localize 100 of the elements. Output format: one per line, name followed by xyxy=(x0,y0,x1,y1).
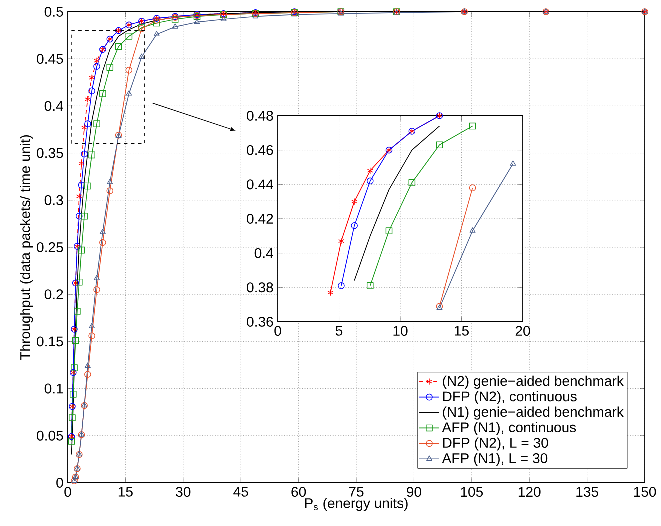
point xyxy=(84,182,92,190)
x-tick-label: 120 xyxy=(518,487,541,498)
x-tick-label: 75 xyxy=(349,487,364,497)
point xyxy=(94,275,100,280)
point xyxy=(126,33,133,40)
point xyxy=(84,362,91,368)
x-tick-label: 0 xyxy=(64,487,72,498)
y-tick-label: 0.25 xyxy=(37,242,64,252)
point xyxy=(89,74,96,82)
x-tick-label: 20 xyxy=(516,326,530,336)
x-tick-label: 60 xyxy=(292,487,306,498)
point xyxy=(367,168,374,174)
point xyxy=(100,90,106,98)
x-tick-label: 150 xyxy=(634,487,656,498)
point xyxy=(78,246,86,254)
point xyxy=(71,364,78,372)
y-axis-title: Throughput (data packets/ time unit) xyxy=(20,135,34,360)
point xyxy=(154,31,160,36)
point xyxy=(252,13,259,19)
point xyxy=(107,179,114,184)
point xyxy=(76,212,83,220)
point xyxy=(469,184,476,192)
y-tick-label: 0.38 xyxy=(247,282,274,293)
point xyxy=(338,282,345,290)
point xyxy=(194,18,200,24)
point xyxy=(115,43,122,50)
y-tick-label: 0.36 xyxy=(247,317,274,327)
line-series xyxy=(354,126,440,282)
point xyxy=(100,239,106,246)
x-tick-label: 135 xyxy=(576,487,598,498)
point xyxy=(84,120,92,128)
point xyxy=(81,212,88,220)
point xyxy=(470,228,476,233)
point xyxy=(70,391,77,398)
point xyxy=(94,58,100,64)
point xyxy=(338,238,344,245)
point xyxy=(72,337,80,344)
y-tick-label: 0.4 xyxy=(254,248,274,258)
y-tick-label: 0.3 xyxy=(44,195,64,206)
point xyxy=(126,90,132,96)
x-tick-label: 30 xyxy=(176,487,191,498)
point xyxy=(94,63,100,70)
y-tick-label: 0.44 xyxy=(247,180,274,190)
point xyxy=(126,66,133,74)
y-tick-label: 0 xyxy=(56,478,64,488)
legend-label: DFP (N2), continuous xyxy=(443,391,577,404)
y-tick-label: 0.15 xyxy=(37,336,64,347)
point xyxy=(366,282,374,290)
point xyxy=(106,188,114,194)
x-tick-label: 0 xyxy=(274,326,282,336)
point xyxy=(78,182,86,189)
x-tick-label: 105 xyxy=(461,487,484,498)
x-tick-label: 5 xyxy=(336,326,343,336)
point xyxy=(88,88,96,95)
y-tick-label: 0.48 xyxy=(247,111,274,121)
x-axis-title: P$_{s}$ (energy units) xyxy=(305,498,408,512)
point xyxy=(220,16,227,22)
point xyxy=(106,64,114,71)
legend-label: AFP (N1), continuous xyxy=(442,422,576,436)
point xyxy=(100,229,106,234)
point xyxy=(366,178,374,185)
y-tick-label: 0.42 xyxy=(247,214,274,224)
x-tick-label: 45 xyxy=(234,487,248,497)
point xyxy=(352,198,358,206)
legend-label: AFP (N1), L = 30 xyxy=(442,453,548,466)
point xyxy=(153,20,160,27)
point xyxy=(76,193,82,200)
point xyxy=(74,308,81,315)
point xyxy=(408,180,416,186)
y-tick-label: 0.1 xyxy=(44,384,64,394)
y-tick-label: 0.05 xyxy=(37,430,64,441)
point xyxy=(94,120,100,128)
point xyxy=(82,124,88,132)
point xyxy=(76,278,83,286)
x-tick-label: 10 xyxy=(394,326,408,336)
y-tick-label: 0.2 xyxy=(44,290,64,300)
legend-label: (N1) genie−aided benchmark xyxy=(443,406,624,420)
y-tick-label: 0.45 xyxy=(37,54,64,64)
legend-label: (N2) genie−aided benchmark xyxy=(443,376,624,389)
x-tick-label: 15 xyxy=(118,487,133,497)
point xyxy=(81,150,88,158)
legend-label: DFP (N2), L = 30 xyxy=(443,438,548,451)
point xyxy=(88,332,96,340)
point xyxy=(351,222,358,230)
y-tick-label: 0.35 xyxy=(37,148,64,158)
point xyxy=(78,160,85,168)
y-tick-label: 0.5 xyxy=(44,7,64,17)
point xyxy=(69,414,76,422)
point xyxy=(436,142,444,149)
point xyxy=(68,438,76,445)
point xyxy=(469,122,476,130)
point xyxy=(84,371,92,378)
point xyxy=(510,160,516,166)
x-tick-label: 15 xyxy=(455,326,469,336)
point xyxy=(84,96,91,103)
x-tick-label: 90 xyxy=(407,487,422,498)
point xyxy=(88,152,96,159)
point xyxy=(328,289,334,296)
point xyxy=(89,323,96,328)
point xyxy=(172,24,178,29)
